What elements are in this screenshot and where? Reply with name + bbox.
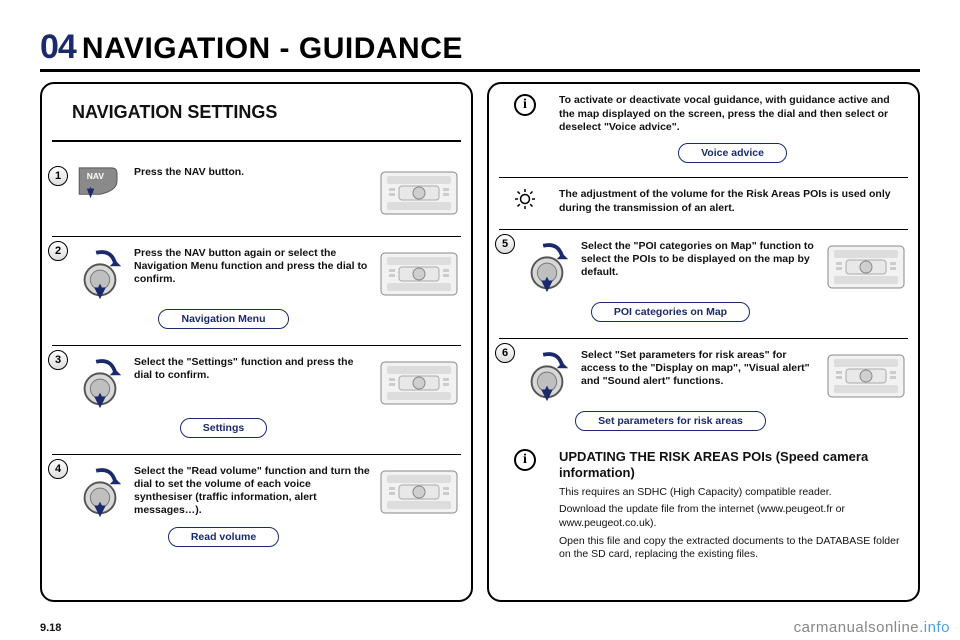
watermark-suffix: .info	[919, 619, 950, 636]
chapter-title: NAVIGATION - GUIDANCE	[82, 32, 463, 66]
content-columns: NAVIGATION SETTINGS 1 Press the NAV butt…	[40, 82, 920, 602]
step-number: 3	[48, 350, 68, 370]
update-para: Open this file and copy the extracted do…	[559, 535, 906, 562]
device-thumb-icon	[379, 465, 459, 519]
dial-icon	[76, 465, 124, 519]
step-text: Press the NAV button again or select the…	[134, 247, 371, 286]
info-icon: i	[514, 94, 536, 116]
device-thumb-icon	[826, 349, 906, 403]
update-section: i UPDATING THE RISK AREAS POIs (Speed ca…	[499, 447, 908, 568]
manual-page: 04 NAVIGATION - GUIDANCE NAVIGATION SETT…	[0, 0, 960, 640]
menu-pill: POI categories on Map	[591, 302, 750, 322]
page-header: 04 NAVIGATION - GUIDANCE	[40, 28, 920, 72]
step-text: Select the "Settings" function and press…	[134, 356, 371, 382]
right-column: i To activate or deactivate vocal guidan…	[487, 82, 920, 602]
page-number: 9.18	[40, 622, 61, 634]
step-2: 2 Press the NAV button again or select t…	[52, 236, 461, 337]
note-text: To activate or deactivate vocal guidance…	[559, 94, 906, 135]
update-title: UPDATING THE RISK AREAS POIs (Speed came…	[559, 449, 906, 482]
device-thumb-icon	[379, 356, 459, 410]
dial-icon	[76, 356, 124, 410]
watermark: carmanualsonline.info	[794, 619, 950, 636]
step-number: 2	[48, 241, 68, 261]
step-4: 4 Select the "Read volume" function and …	[52, 454, 461, 555]
menu-pill: Voice advice	[678, 143, 787, 163]
step-text: Press the NAV button.	[134, 166, 371, 179]
chapter-number: 04	[40, 28, 76, 67]
step-number: 4	[48, 459, 68, 479]
step-3: 3 Select the "Settings" function and pre…	[52, 345, 461, 446]
update-para: This requires an SDHC (High Capacity) co…	[559, 486, 906, 500]
info-note-voice: i To activate or deactivate vocal guidan…	[499, 92, 908, 169]
nav-button-icon	[76, 166, 124, 200]
tip-note-volume: The adjustment of the volume for the Ris…	[499, 177, 908, 221]
step-1: 1 Press the NAV button.	[52, 162, 461, 228]
menu-pill: Set parameters for risk areas	[575, 411, 766, 431]
left-column: NAVIGATION SETTINGS 1 Press the NAV butt…	[40, 82, 473, 602]
step-text: Select the "POI categories on Map" funct…	[581, 240, 818, 279]
step-6: 6 Select "Set parameters for risk areas"…	[499, 338, 908, 439]
dial-icon	[523, 349, 571, 403]
dial-icon	[523, 240, 571, 294]
step-5: 5 Select the "POI categories on Map" fun…	[499, 229, 908, 330]
device-thumb-icon	[379, 166, 459, 220]
menu-pill: Navigation Menu	[158, 309, 288, 329]
section-subtitle: NAVIGATION SETTINGS	[66, 96, 295, 129]
device-thumb-icon	[826, 240, 906, 294]
tip-icon	[514, 188, 536, 210]
menu-pill: Settings	[180, 418, 267, 438]
watermark-text: carmanualsonline	[794, 619, 920, 636]
update-para: Download the update file from the intern…	[559, 503, 906, 530]
step-text: Select "Set parameters for risk areas" f…	[581, 349, 818, 388]
dial-icon	[76, 247, 124, 301]
note-text: The adjustment of the volume for the Ris…	[559, 188, 906, 215]
info-icon: i	[514, 449, 536, 471]
step-text: Select the "Read volume" function and tu…	[134, 465, 371, 518]
step-number: 1	[48, 166, 68, 186]
menu-pill: Read volume	[168, 527, 279, 547]
device-thumb-icon	[379, 247, 459, 301]
section-subhead: NAVIGATION SETTINGS	[52, 96, 461, 148]
